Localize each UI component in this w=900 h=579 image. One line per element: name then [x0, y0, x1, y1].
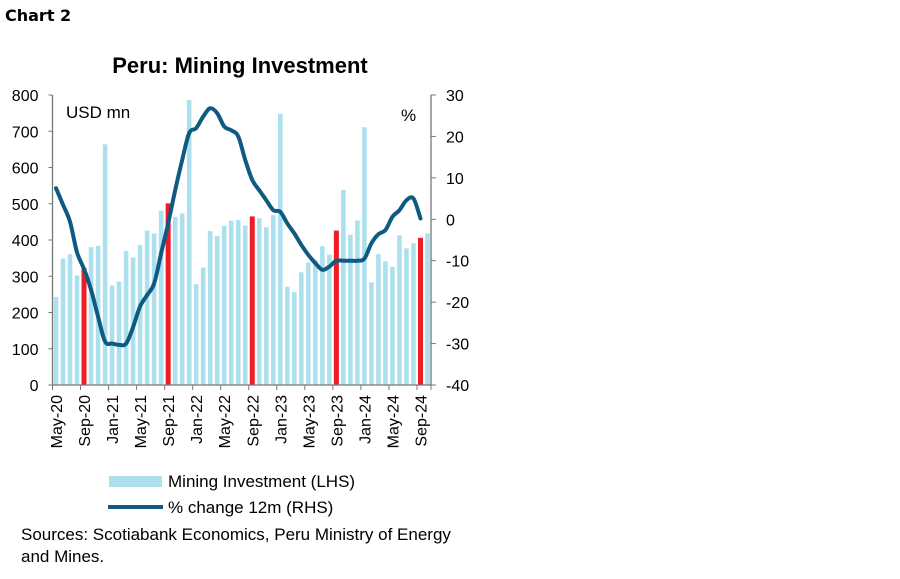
bar-Jan-22 — [193, 284, 199, 385]
bar-Feb-23 — [285, 286, 290, 385]
x-tick-label: Sep-22 — [245, 395, 262, 447]
bar-Oct-20 — [88, 247, 94, 385]
left-tick-label: 500 — [12, 197, 39, 214]
bar-May-22 — [221, 225, 227, 385]
x-tick-label: May-24 — [385, 395, 402, 448]
bar-May-21 — [137, 245, 143, 385]
bar-Aug-20 — [74, 275, 80, 385]
bar-Nov-21 — [179, 213, 185, 385]
bar-Aug-24 — [411, 243, 416, 385]
bar-Sep-24 — [417, 237, 423, 385]
bar-Oct-22 — [256, 218, 262, 385]
bar-Jul-21 — [151, 233, 157, 385]
bar-Sep-22 — [249, 216, 255, 385]
bar-Aug-22 — [242, 225, 248, 385]
x-tick-label: May-20 — [49, 395, 66, 448]
bar-Dec-23 — [355, 220, 360, 385]
bar-Apr-23 — [299, 272, 304, 385]
bar-Sep-21 — [165, 203, 171, 385]
bar-Aug-23 — [327, 254, 332, 385]
bar-Mar-22 — [207, 230, 213, 385]
bar-Nov-23 — [348, 234, 353, 385]
x-tick-label: Sep-23 — [329, 395, 346, 447]
right-tick-label: 10 — [446, 171, 464, 188]
x-tick-label: Sep-20 — [77, 395, 94, 447]
bar-Oct-21 — [172, 216, 178, 385]
bar-Sep-23 — [333, 230, 339, 385]
right-tick-label: -40 — [446, 378, 469, 395]
bar-Jul-22 — [235, 220, 241, 385]
bar-Dec-20 — [102, 144, 108, 385]
bar-Apr-24 — [383, 261, 388, 385]
left-tick-label: 700 — [12, 124, 39, 141]
bar-Feb-22 — [200, 267, 206, 385]
bar-May-24 — [390, 266, 395, 385]
right-tick-label: 30 — [446, 88, 464, 105]
x-tick-label: Jan-23 — [273, 395, 290, 444]
bar-Jul-24 — [404, 248, 409, 385]
bar-Dec-22 — [270, 214, 276, 385]
bar-Feb-21 — [116, 281, 122, 385]
x-tick-label: Jan-22 — [189, 395, 206, 444]
bar-Jul-20 — [67, 254, 73, 385]
x-tick-label: May-22 — [217, 395, 234, 448]
pct-change-line — [54, 106, 423, 348]
legend-swatch-bars — [109, 476, 162, 487]
bar-May-20 — [53, 296, 59, 385]
left-tick-label: 600 — [12, 161, 39, 178]
right-axis-label: % — [401, 106, 416, 125]
right-tick-label: -20 — [446, 295, 469, 312]
bar-Jun-23 — [313, 259, 318, 385]
x-tick-label: Sep-21 — [161, 395, 178, 447]
bar-Jan-23 — [278, 113, 283, 385]
bar-Apr-22 — [214, 236, 220, 385]
chart-title: Peru: Mining Investment — [112, 53, 368, 78]
x-tick-label: May-23 — [301, 395, 318, 448]
x-tick-label: Jan-21 — [105, 395, 122, 444]
x-tick-label: May-21 — [133, 395, 150, 448]
bar-Sep-20 — [81, 268, 87, 385]
legend-label-bars: Mining Investment (LHS) — [168, 472, 355, 491]
left-tick-label: 400 — [12, 233, 39, 250]
figure-label: Chart 2 — [5, 6, 72, 25]
axes-group: 80070060050040030020010003020100-10-20-3… — [12, 88, 469, 448]
bar-Jun-20 — [60, 258, 66, 385]
legend: Mining Investment (LHS) % change 12m (RH… — [108, 472, 355, 517]
bar-Oct-23 — [341, 189, 346, 385]
sources-note: Sources: Scotiabank Economics, Peru Mini… — [21, 525, 451, 566]
left-tick-label: 0 — [30, 378, 39, 395]
left-tick-label: 200 — [12, 306, 39, 323]
legend-label-line: % change 12m (RHS) — [168, 498, 333, 517]
bar-Mar-23 — [292, 292, 297, 385]
bar-Jun-24 — [397, 235, 402, 385]
bar-Nov-22 — [263, 227, 269, 385]
right-tick-label: 20 — [446, 129, 464, 146]
left-tick-label: 300 — [12, 269, 39, 286]
bar-May-23 — [306, 262, 311, 385]
bar-Jul-23 — [320, 246, 325, 385]
left-tick-label: 100 — [12, 342, 39, 359]
bar-Jun-21 — [144, 230, 150, 385]
bar-Oct-24 — [425, 233, 430, 385]
left-axis-label: USD mn — [66, 103, 130, 122]
bar-Dec-21 — [186, 100, 192, 385]
right-tick-label: -30 — [446, 337, 469, 354]
bar-Feb-24 — [369, 282, 374, 385]
left-tick-label: 800 — [12, 88, 39, 105]
bar-Aug-21 — [158, 210, 164, 385]
x-tick-label: Sep-24 — [413, 395, 430, 447]
right-tick-label: 0 — [446, 212, 455, 229]
right-tick-label: -10 — [446, 254, 469, 271]
bar-Mar-21 — [123, 250, 129, 385]
bar-Mar-24 — [376, 254, 381, 385]
x-tick-label: Jan-24 — [357, 395, 374, 444]
bar-Jan-21 — [109, 285, 115, 385]
bar-Jun-22 — [228, 220, 234, 385]
